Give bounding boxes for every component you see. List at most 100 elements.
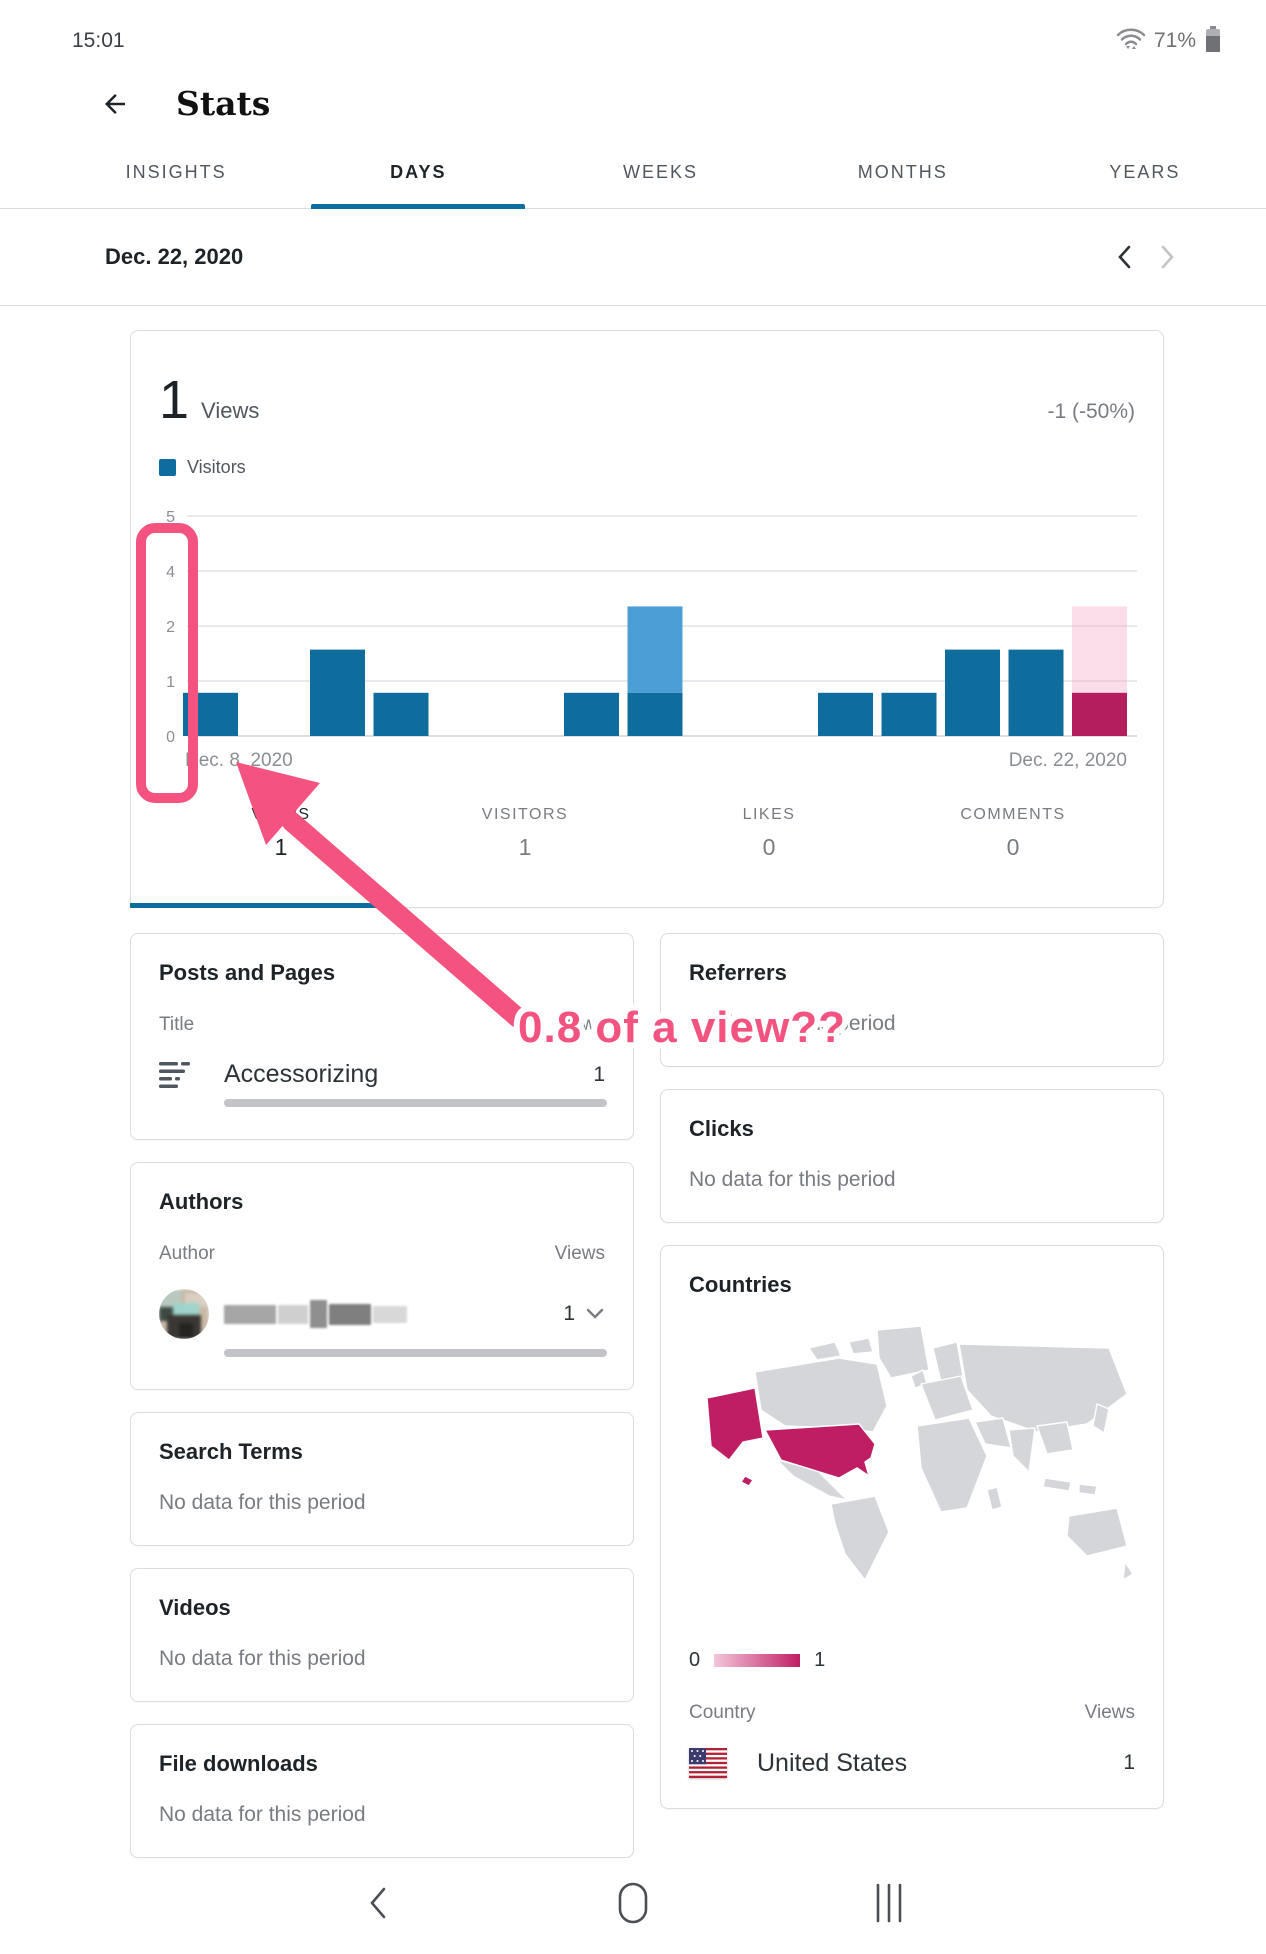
column-header-country: Country: [689, 1702, 756, 1723]
metric-visitors[interactable]: VISITORS 1: [481, 806, 569, 860]
scale-max: 1: [814, 1649, 826, 1671]
nav-back-icon[interactable]: [355, 1880, 399, 1926]
android-navigation-bar: [0, 1868, 1266, 1938]
world-map: [689, 1318, 1135, 1635]
file-downloads-card: File downloads No data for this period: [130, 1724, 634, 1858]
y-axis-tick-label: 2: [166, 619, 175, 636]
author-views-bar: [224, 1349, 607, 1357]
empty-state-text: No data for this period: [159, 1647, 366, 1670]
chart-bar[interactable]: [945, 649, 1000, 736]
chart-bar[interactable]: [818, 692, 873, 736]
y-axis-tick-label: 1: [166, 674, 175, 691]
chart-bar[interactable]: [310, 649, 365, 736]
views-chart-card: 1 Views -1 (-50%) Visitors 0 1 2 4 5 Dec. 8, …: [130, 330, 1164, 908]
authors-card: Authors Author Views: [130, 1162, 634, 1390]
nav-home-icon[interactable]: [611, 1880, 655, 1926]
videos-card: Videos No data for this period: [130, 1568, 634, 1702]
card-title: File downloads: [159, 1751, 318, 1776]
map-alaska: [706, 1387, 764, 1461]
search-terms-card: Search Terms No data for this period: [130, 1412, 634, 1546]
post-views-bar: [224, 1099, 607, 1107]
chart-bar[interactable]: [881, 692, 937, 736]
chart-bar[interactable]: [627, 692, 683, 736]
chart-bar[interactable]: [564, 692, 619, 736]
y-axis-tick-label: 5: [166, 509, 175, 526]
current-date: Dec. 22, 2020: [105, 244, 244, 269]
nav-recents-icon[interactable]: [867, 1880, 911, 1926]
tab-years[interactable]: YEARS: [1109, 162, 1181, 182]
card-title: Clicks: [689, 1116, 754, 1141]
next-day-chevron-icon[interactable]: [1146, 236, 1188, 278]
author-views-value: 1: [563, 1302, 575, 1325]
clock: 15:01: [72, 29, 125, 52]
chart-bar[interactable]: [183, 692, 238, 736]
views-delta: -1 (-50%): [1047, 400, 1135, 423]
tab-insights[interactable]: INSIGHTS: [125, 162, 227, 182]
y-axis-tick-label: 0: [166, 729, 175, 746]
clicks-card: Clicks No data for this period: [660, 1089, 1164, 1223]
chart-bar[interactable]: [1008, 649, 1064, 736]
posts-and-pages-card: Posts and Pages Title Views Accessorizin…: [130, 933, 634, 1140]
x-axis-end-label: Dec. 22, 2020: [1009, 750, 1127, 771]
empty-state-text: No data for this period: [689, 1012, 896, 1035]
column-header-views: Views: [554, 1243, 605, 1264]
empty-state-text: No data for this period: [159, 1491, 366, 1514]
tab-weeks[interactable]: WEEKS: [623, 162, 699, 182]
metric-likes[interactable]: LIKES 0: [742, 806, 796, 860]
y-axis-tick-label: 4: [166, 564, 175, 581]
chevron-down-icon[interactable]: [585, 1307, 605, 1321]
post-views-value: 1: [593, 1062, 605, 1086]
right-column: Referrers No data for this period Clicks…: [660, 933, 1164, 1809]
country-list-item[interactable]: United States 1: [689, 1748, 1135, 1778]
battery-percent: 71%: [1153, 29, 1196, 52]
chart-bar[interactable]: [373, 692, 429, 736]
empty-state-text: No data for this period: [159, 1803, 366, 1826]
country-views-value: 1: [1123, 1751, 1135, 1774]
x-axis-start-label: Dec. 8, 2020: [185, 750, 293, 771]
chart-bar[interactable]: [1072, 692, 1127, 736]
country-name: United States: [757, 1748, 908, 1777]
metric-comments[interactable]: COMMENTS 0: [960, 806, 1066, 860]
post-title: Accessorizing: [224, 1060, 379, 1088]
card-title: Countries: [689, 1272, 792, 1297]
tab-days[interactable]: DAYS: [297, 137, 539, 209]
left-column: Posts and Pages Title Views Accessorizin…: [130, 933, 634, 1858]
bar-chart: 0 1 2 4 5 Dec. 8, 2020 Dec. 22, 2020: [166, 509, 1137, 771]
wifi-icon: [1116, 26, 1146, 57]
battery-icon: [1204, 25, 1222, 58]
views-count: 1: [159, 370, 190, 430]
period-tab-bar: INSIGHTS DAYS WEEKS MONTHS YEARS: [0, 137, 1266, 209]
card-title: Referrers: [689, 960, 787, 985]
metric-views[interactable]: VIEWS 1: [251, 806, 311, 860]
empty-state-text: No data for this period: [689, 1168, 896, 1191]
card-title: Posts and Pages: [159, 960, 336, 985]
tab-months[interactable]: MONTHS: [857, 162, 948, 182]
author-avatar: [159, 1289, 209, 1339]
back-arrow-icon[interactable]: [98, 87, 132, 121]
scale-min: 0: [689, 1649, 701, 1671]
chart-bar-overlay-selected[interactable]: [1072, 606, 1127, 693]
page-title: Stats: [176, 84, 271, 123]
date-navigation: Dec. 22, 2020: [0, 209, 1266, 306]
author-list-item[interactable]: 1: [159, 1289, 605, 1339]
views-count-label: Views: [201, 398, 260, 423]
chart-bar-overlay[interactable]: [627, 606, 683, 693]
referrers-card: Referrers No data for this period: [660, 933, 1164, 1067]
countries-card: Countries: [660, 1245, 1164, 1809]
column-header-views: Views: [554, 1014, 605, 1035]
visitors-legend-label: Visitors: [187, 457, 246, 477]
status-bar: 15:01 71%: [0, 0, 1266, 56]
author-name-redacted: [224, 1300, 407, 1328]
app-header: Stats: [0, 56, 1266, 137]
column-header-views: Views: [1084, 1702, 1135, 1723]
card-title: Videos: [159, 1595, 231, 1620]
column-header-title: Title: [159, 1014, 195, 1035]
post-list-item[interactable]: Accessorizing 1: [159, 1060, 605, 1089]
us-flag-icon: [689, 1748, 727, 1778]
visitors-legend-swatch: [159, 459, 176, 476]
active-tab-underline: [311, 204, 526, 209]
column-header-author: Author: [159, 1243, 215, 1264]
scale-gradient: [714, 1654, 801, 1667]
previous-day-chevron-icon[interactable]: [1104, 236, 1146, 278]
